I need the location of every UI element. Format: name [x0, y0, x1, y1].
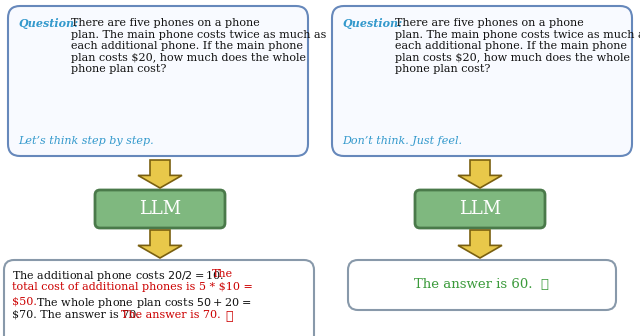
Text: $50.: $50.	[12, 296, 40, 306]
Polygon shape	[458, 230, 502, 258]
Text: Don’t think. Just feel.: Don’t think. Just feel.	[342, 136, 462, 146]
Text: LLM: LLM	[139, 200, 181, 218]
Text: $70. The answer is 70.: $70. The answer is 70.	[12, 309, 143, 320]
Text: The whole phone plan costs $50 + $20 =: The whole phone plan costs $50 + $20 =	[36, 296, 252, 310]
Text: The additional phone costs $20 / 2 = $10.: The additional phone costs $20 / 2 = $10…	[12, 269, 225, 283]
FancyBboxPatch shape	[95, 190, 225, 228]
Text: There are five phones on a phone
plan. The main phone costs twice as much as
eac: There are five phones on a phone plan. T…	[71, 18, 326, 74]
Text: ✗: ✗	[225, 309, 232, 323]
Text: Question:: Question:	[342, 18, 403, 29]
Text: The answer is 60.  ✓: The answer is 60. ✓	[415, 279, 550, 292]
FancyBboxPatch shape	[348, 260, 616, 310]
FancyBboxPatch shape	[332, 6, 632, 156]
Text: The: The	[211, 269, 232, 279]
Text: Question:: Question:	[18, 18, 78, 29]
Polygon shape	[138, 160, 182, 188]
FancyBboxPatch shape	[8, 6, 308, 156]
Polygon shape	[138, 230, 182, 258]
FancyBboxPatch shape	[415, 190, 545, 228]
FancyBboxPatch shape	[4, 260, 314, 336]
Text: LLM: LLM	[459, 200, 501, 218]
Polygon shape	[458, 160, 502, 188]
Text: The answer is 70.: The answer is 70.	[121, 309, 225, 320]
Text: There are five phones on a phone
plan. The main phone costs twice as much as
eac: There are five phones on a phone plan. T…	[395, 18, 640, 74]
Text: total cost of additional phones is 5 * $10 =: total cost of additional phones is 5 * $…	[12, 283, 253, 293]
Text: Let’s think step by step.: Let’s think step by step.	[18, 136, 154, 146]
